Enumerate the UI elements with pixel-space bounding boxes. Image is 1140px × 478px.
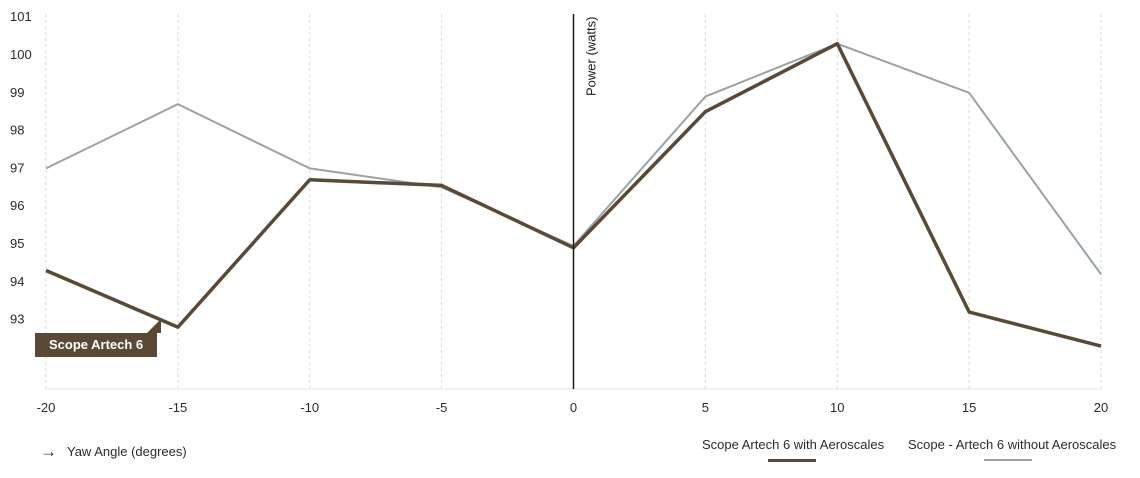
line-chart: 93 94 95 96 97 98 99 100 101 -20 -15 -10 -5 0 5 10 15 20…	[10, 9, 1109, 415]
y-tick-label: 93	[10, 312, 24, 327]
legend-swatch	[768, 459, 816, 462]
callout-pointer	[147, 319, 161, 333]
legend-item-without-aeroscales: Scope - Artech 6 without Aeroscales	[908, 437, 1117, 461]
series-annotation: Scope Artech 6	[35, 333, 158, 357]
y-tick-label: 97	[10, 160, 24, 175]
y-tick-label: 96	[10, 198, 24, 213]
legend-label: Scope Artech 6 with Aeroscales	[702, 437, 885, 452]
x-axis-label-text: Yaw Angle (degrees)	[67, 444, 187, 459]
x-tick-label: 5	[702, 400, 709, 415]
y-tick-labels: 93 94 95 96 97 98 99 100 101	[10, 9, 32, 326]
y-tick-label: 95	[10, 236, 24, 251]
y-tick-label: 94	[10, 274, 24, 289]
x-axis-label: → Yaw Angle (degrees)	[40, 443, 187, 460]
y-axis-label: Power (watts)	[584, 17, 599, 96]
legend-label: Scope - Artech 6 without Aeroscales	[908, 437, 1117, 452]
x-tick-label: -10	[300, 400, 319, 415]
y-tick-label: 100	[10, 47, 32, 62]
y-tick-label: 101	[10, 9, 32, 24]
x-tick-label: 20	[1094, 400, 1108, 415]
y-tick-label: 98	[10, 123, 24, 138]
x-tick-labels: -20 -15 -10 -5 0 5 10 15 20	[37, 400, 1109, 415]
x-tick-label: 0	[570, 400, 577, 415]
y-tick-label: 99	[10, 85, 24, 100]
arrow-right-icon: →	[40, 442, 57, 461]
x-tick-label: -20	[37, 400, 56, 415]
legend-item-with-aeroscales: Scope Artech 6 with Aeroscales	[702, 437, 885, 462]
legend-swatch	[984, 459, 1032, 461]
x-tick-label: 10	[830, 400, 844, 415]
x-tick-label: 15	[962, 400, 976, 415]
x-tick-label: -15	[168, 400, 187, 415]
x-tick-label: -5	[436, 400, 448, 415]
